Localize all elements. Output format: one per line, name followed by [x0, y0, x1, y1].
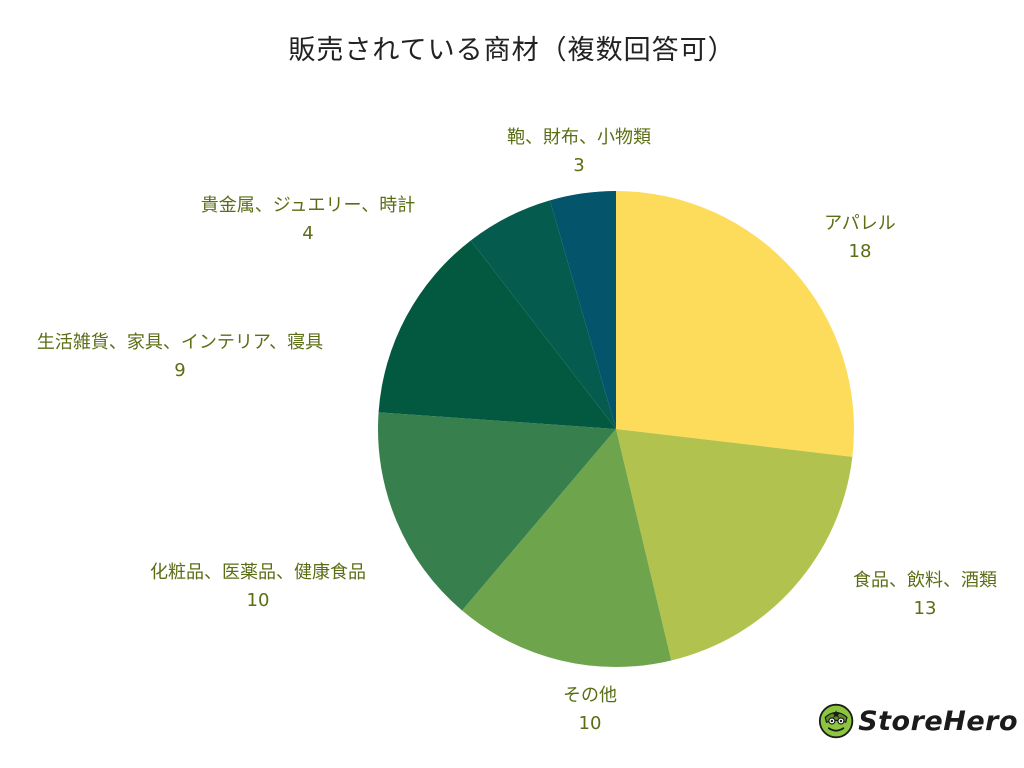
slice-value-7: 3 [573, 155, 584, 176]
storehero-mascot-icon [818, 703, 854, 739]
slice-label-3: その他 [563, 685, 617, 706]
slice-value-5: 9 [174, 360, 185, 381]
storehero-logo: StoreHero [818, 686, 1018, 756]
pie-slice-1 [616, 191, 854, 457]
slice-label-4: 化粧品、医薬品、健康食品 [150, 562, 366, 583]
pie-slice-5 [378, 240, 616, 429]
slice-label-6: 貴金属、ジュエリー、時計 [201, 195, 416, 216]
pie-slice-3 [462, 429, 672, 667]
slice-value-3: 10 [579, 713, 602, 734]
slice-label-1: アパレル [824, 213, 896, 234]
slice-label-7: 鞄、財布、小物類 [507, 127, 651, 148]
pie-slice-7 [549, 191, 616, 429]
chart-title: 販売されている商材（複数回答可） [288, 35, 736, 66]
slice-value-1: 18 [849, 241, 872, 262]
pie-slice-4 [378, 412, 616, 611]
slice-value-2: 13 [914, 598, 937, 619]
pie-slice-2 [616, 429, 853, 661]
slice-value-4: 10 [247, 590, 270, 611]
slice-value-6: 4 [302, 223, 313, 244]
slice-label-5: 生活雑貨、家具、インテリア、寝具 [37, 332, 323, 353]
slice-label-2: 食品、飲料、酒類 [853, 570, 997, 591]
storehero-logo-text: StoreHero [858, 705, 1018, 737]
pie-slice-6 [470, 200, 616, 429]
